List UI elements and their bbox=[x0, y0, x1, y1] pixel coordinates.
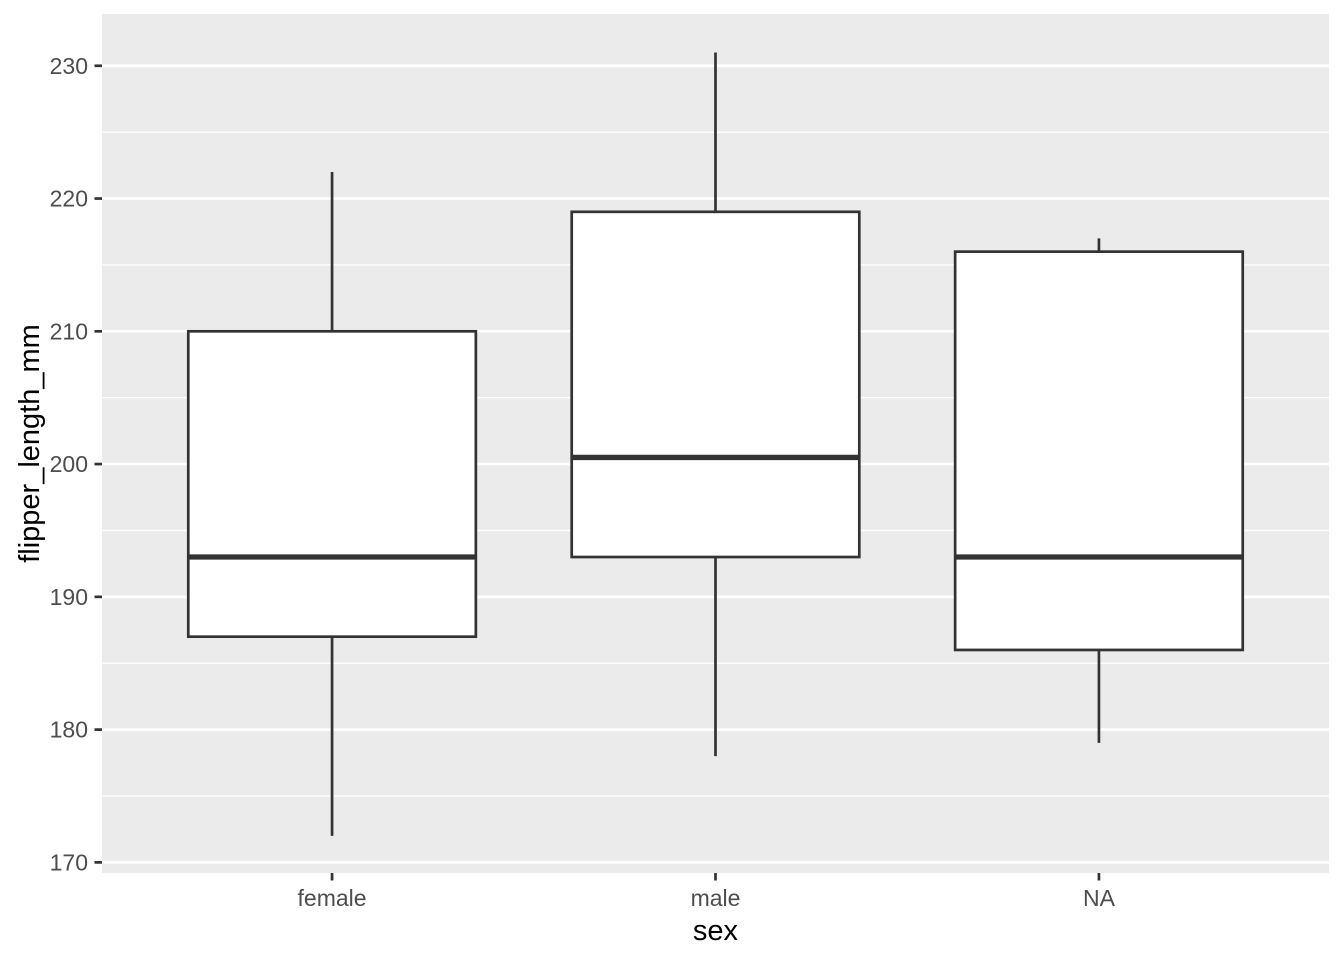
x-tick-label: male bbox=[691, 885, 741, 911]
axis-tick-labels: 170 180 190 200 210 220 230 female male NA bbox=[50, 53, 1116, 911]
x-tick-label: NA bbox=[1083, 885, 1116, 911]
boxplots bbox=[186, 52, 1245, 836]
boxplot-male bbox=[570, 52, 861, 757]
y-axis-title: flipper_length_mm bbox=[14, 324, 46, 563]
boxplot-female bbox=[186, 171, 478, 836]
y-tick-label: 220 bbox=[50, 186, 88, 212]
axis-ticks bbox=[94, 64, 1101, 881]
y-tick-label: 200 bbox=[50, 451, 88, 477]
x-axis-title: sex bbox=[693, 915, 739, 947]
iqr-box bbox=[953, 250, 1245, 652]
iqr-box bbox=[570, 210, 861, 559]
iqr-box bbox=[186, 329, 478, 639]
y-tick-label: 190 bbox=[50, 584, 88, 610]
boxplot-NA bbox=[953, 238, 1245, 743]
y-tick-label: 170 bbox=[50, 849, 88, 875]
x-tick-label: female bbox=[298, 885, 367, 911]
y-tick-label: 230 bbox=[50, 53, 88, 79]
y-tick-label: 180 bbox=[50, 717, 88, 743]
y-tick-label: 210 bbox=[50, 318, 88, 344]
